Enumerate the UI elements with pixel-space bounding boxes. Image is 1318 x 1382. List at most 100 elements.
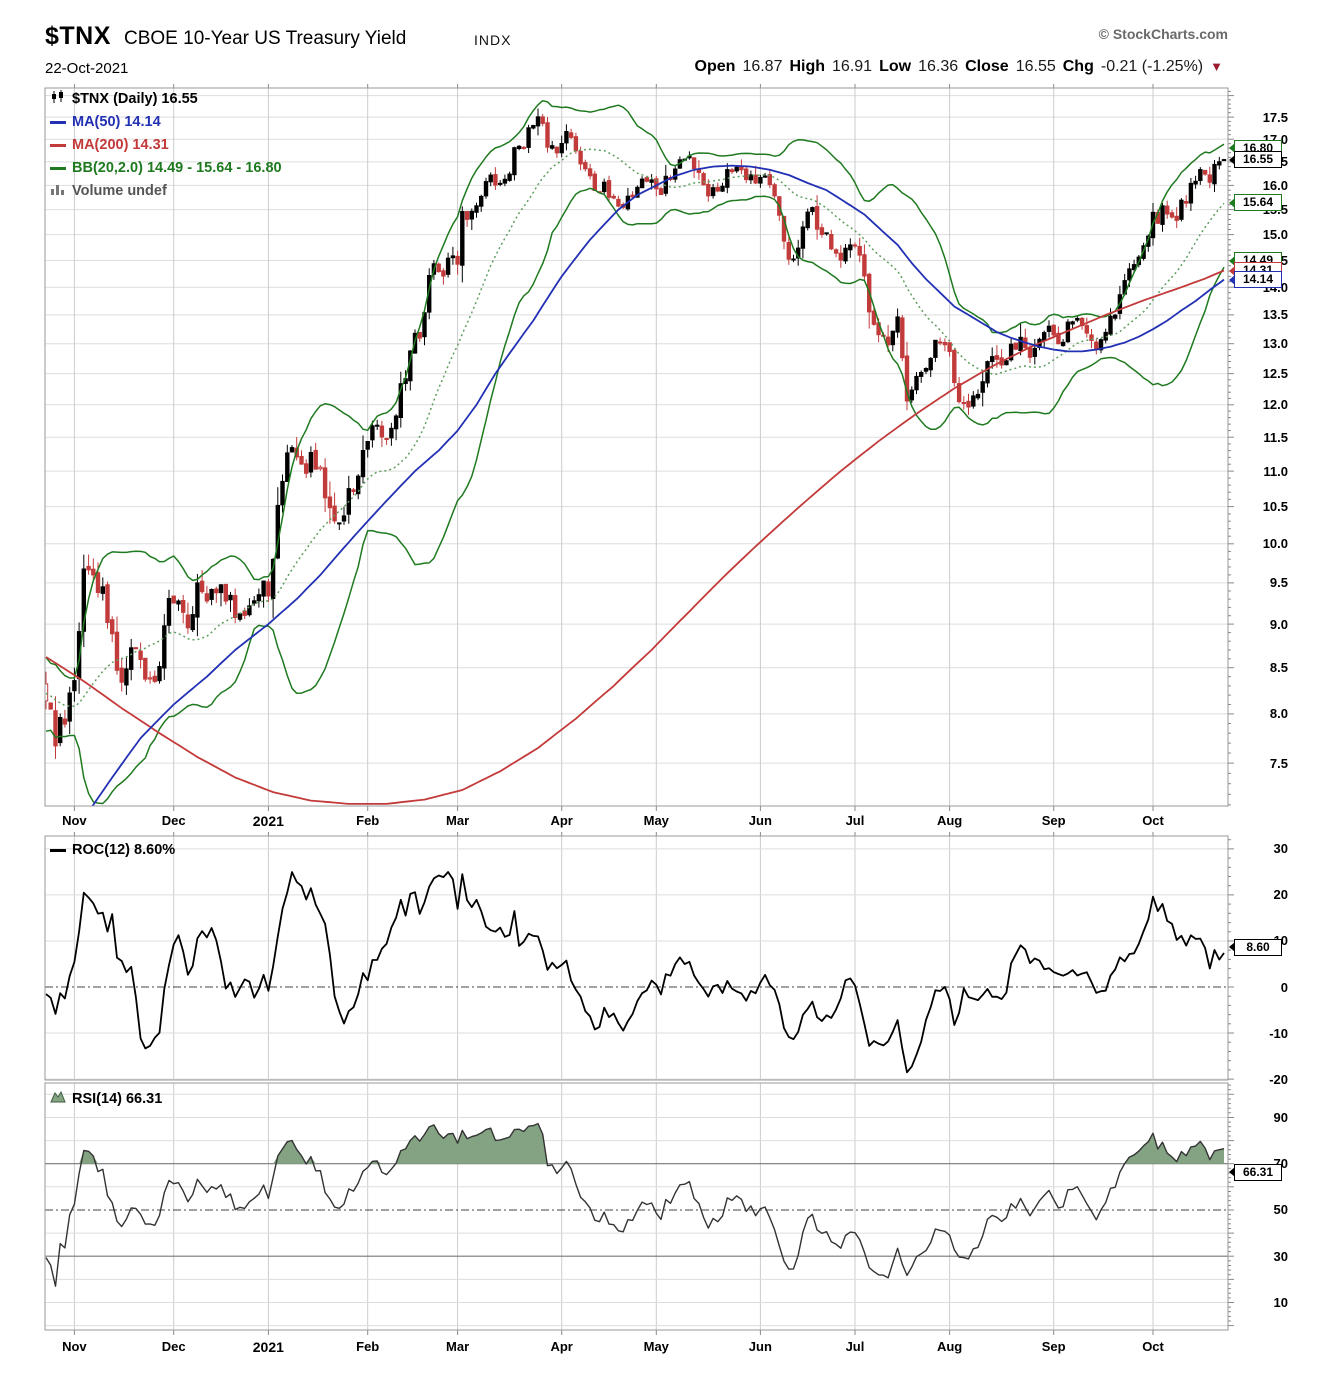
month-label: Oct	[1142, 813, 1164, 828]
main-y-tick-label: 10.5	[1262, 499, 1288, 515]
month-label: 2021	[252, 1339, 284, 1355]
month-label: Feb	[356, 813, 380, 828]
month-label: Dec	[161, 1339, 186, 1354]
rsi-line	[45, 1122, 1225, 1287]
month-label: Nov	[62, 813, 87, 828]
ma200-line	[45, 269, 1225, 805]
month-label: May	[643, 1339, 669, 1354]
main-y-tick-label: 12.5	[1262, 366, 1288, 382]
rsi-y-tick-label: 90	[1273, 1109, 1288, 1125]
ma200-line-swatch-icon	[50, 143, 66, 147]
roc-y-tick-label: 20	[1273, 887, 1288, 903]
exchange-label: INDX	[474, 32, 512, 48]
month-label: Apr	[550, 813, 573, 828]
rsi-value-callout: 66.31	[1229, 1163, 1282, 1181]
close-value: 16.55	[1015, 58, 1056, 75]
main-y-tick-label: 12.0	[1262, 397, 1288, 413]
price-callout-16.55: 16.55	[1229, 151, 1282, 169]
main-y-tick-label: 17.5	[1262, 109, 1288, 125]
ma50-legend-label: MA(50) 14.14	[72, 114, 161, 130]
ma50-line-swatch-icon	[50, 120, 66, 124]
main-legend-row: $TNX (Daily) 16.55	[50, 90, 198, 108]
volume-bars-icon	[50, 183, 66, 199]
main-y-tick-label: 8.0	[1269, 706, 1288, 722]
roc-legend-label: ROC(12) 8.60%	[72, 842, 176, 858]
month-label: Feb	[356, 1339, 380, 1354]
month-label: May	[643, 813, 669, 828]
roc-y-tick-label: 0	[1280, 979, 1288, 995]
chart-date: 22-Oct-2021	[45, 60, 129, 77]
month-label: Nov	[62, 1339, 87, 1354]
roc-y-tick-label: 30	[1273, 841, 1288, 857]
bb-line-swatch-icon	[50, 166, 66, 170]
month-gridlines	[73, 84, 1154, 1335]
main-panel-border	[44, 87, 1229, 807]
candlestick-series	[45, 108, 1227, 759]
chg-value: -0.21 (-1.25%)	[1100, 58, 1204, 75]
rsi-y-tick-label: 10	[1273, 1294, 1288, 1310]
main-y-tick-label: 11.5	[1263, 429, 1288, 445]
month-label: Jul	[845, 1339, 865, 1354]
main-y-tick-label: 13.0	[1262, 336, 1288, 352]
main-grid	[45, 95, 1228, 764]
month-label: Apr	[550, 1339, 573, 1354]
candlestick-icon	[50, 90, 66, 108]
low-label: Low	[879, 58, 912, 75]
low-value: 16.36	[918, 58, 959, 75]
main-y-tick-label: 16.0	[1262, 177, 1288, 193]
roc-panel-border	[44, 835, 1229, 1081]
month-label: Sep	[1041, 813, 1066, 828]
bollinger-bands	[45, 99, 1225, 805]
month-label: Aug	[936, 1339, 963, 1354]
high-value: 16.91	[832, 58, 873, 75]
rsi-grid	[45, 1093, 1228, 1327]
rsi-area-icon	[50, 1090, 66, 1107]
month-label: Jun	[748, 1339, 772, 1354]
change-down-arrow-icon: ▼	[1210, 59, 1223, 74]
chg-label: Chg	[1062, 58, 1094, 75]
main-y-tick-label: 11.0	[1263, 463, 1288, 479]
roc-y-tick-label: -20	[1269, 1071, 1288, 1087]
high-label: High	[789, 58, 826, 75]
rsi-y-tick-label: 30	[1273, 1248, 1288, 1264]
ohlc-summary-row: Open 16.87 High 16.91 Low 16.36 Close 16…	[695, 58, 1223, 76]
rsi-y-tick-label: 50	[1273, 1202, 1288, 1218]
open-value: 16.87	[742, 58, 783, 75]
month-label: Mar	[446, 1339, 470, 1354]
month-label: Jul	[845, 813, 865, 828]
rsi-legend-label: RSI(14) 66.31	[72, 1090, 163, 1107]
main-y-tick-label: 13.5	[1262, 307, 1288, 323]
ma200-legend-label: MA(200) 14.31	[72, 137, 169, 153]
bb-legend-row: BB(20,2.0) 14.49 - 15.64 - 16.80	[50, 160, 282, 176]
rsi-legend-row: RSI(14) 66.31	[50, 1090, 162, 1107]
main-y-tick-label: 8.5	[1269, 660, 1288, 676]
roc-line	[45, 871, 1225, 1074]
ma50-line	[91, 164, 1225, 806]
ma200-legend-row: MA(200) 14.31	[50, 137, 169, 153]
main-y-tick-label: 9.5	[1269, 575, 1288, 591]
main-y-tick-label: 10.0	[1262, 536, 1288, 552]
ticker-symbol: $TNX	[45, 22, 111, 50]
rsi-overbought-fill	[46, 1123, 1224, 1164]
stockcharts-credit: © StockCharts.com	[1098, 26, 1228, 42]
price-callout-15.64: 15.64	[1229, 194, 1282, 212]
main-y-tick-label: 7.5	[1269, 755, 1288, 771]
main-y-tick-label: 15.0	[1262, 227, 1288, 243]
month-label: Oct	[1142, 1339, 1164, 1354]
main-legend-title: $TNX (Daily) 16.55	[72, 91, 198, 107]
month-label: 2021	[252, 813, 284, 829]
roc-legend-row: ROC(12) 8.60%	[50, 842, 175, 858]
roc-y-tick-label: -10	[1269, 1025, 1288, 1041]
volume-legend-label: Volume undef	[72, 183, 167, 199]
close-label: Close	[965, 58, 1009, 75]
month-label: Mar	[446, 813, 470, 828]
bb-legend-label: BB(20,2.0) 14.49 - 15.64 - 16.80	[72, 160, 282, 176]
roc-line-swatch-icon	[50, 848, 66, 852]
roc-grid	[45, 848, 1228, 1080]
month-label: Sep	[1041, 1339, 1066, 1354]
price-callout-14.14: 14.14	[1229, 271, 1282, 289]
instrument-name: CBOE 10-Year US Treasury Yield	[124, 28, 407, 49]
ma50-legend-row: MA(50) 14.14	[50, 114, 161, 130]
